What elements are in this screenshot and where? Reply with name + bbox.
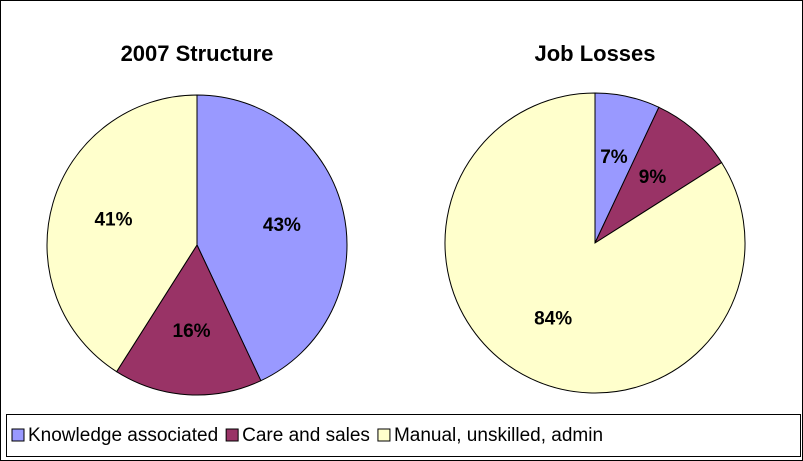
value-label: 43% bbox=[263, 215, 301, 236]
value-label: 84% bbox=[534, 308, 572, 329]
value-label: 16% bbox=[173, 321, 211, 342]
legend-box bbox=[6, 414, 801, 457]
pie-slice bbox=[46, 94, 198, 373]
pie-slice bbox=[593, 106, 723, 245]
chart-title: 2007 Structure bbox=[121, 41, 274, 66]
legend-swatch bbox=[225, 428, 239, 442]
legend-label: Manual, unskilled, admin bbox=[394, 425, 603, 446]
pie-slice bbox=[444, 92, 746, 394]
legend: Knowledge associated Care and sales Manual… bbox=[11, 425, 603, 446]
legend-label: Knowledge associated bbox=[28, 425, 218, 446]
legend-swatch bbox=[377, 428, 391, 442]
value-label: 9% bbox=[639, 167, 667, 188]
chart-title: Job Losses bbox=[534, 41, 655, 66]
value-label: 41% bbox=[94, 210, 132, 231]
legend-label: Care and sales bbox=[242, 425, 370, 446]
pie-slice bbox=[115, 243, 262, 396]
pie-slice bbox=[196, 94, 348, 382]
legend-swatch bbox=[11, 428, 25, 442]
value-label: 7% bbox=[600, 147, 628, 168]
